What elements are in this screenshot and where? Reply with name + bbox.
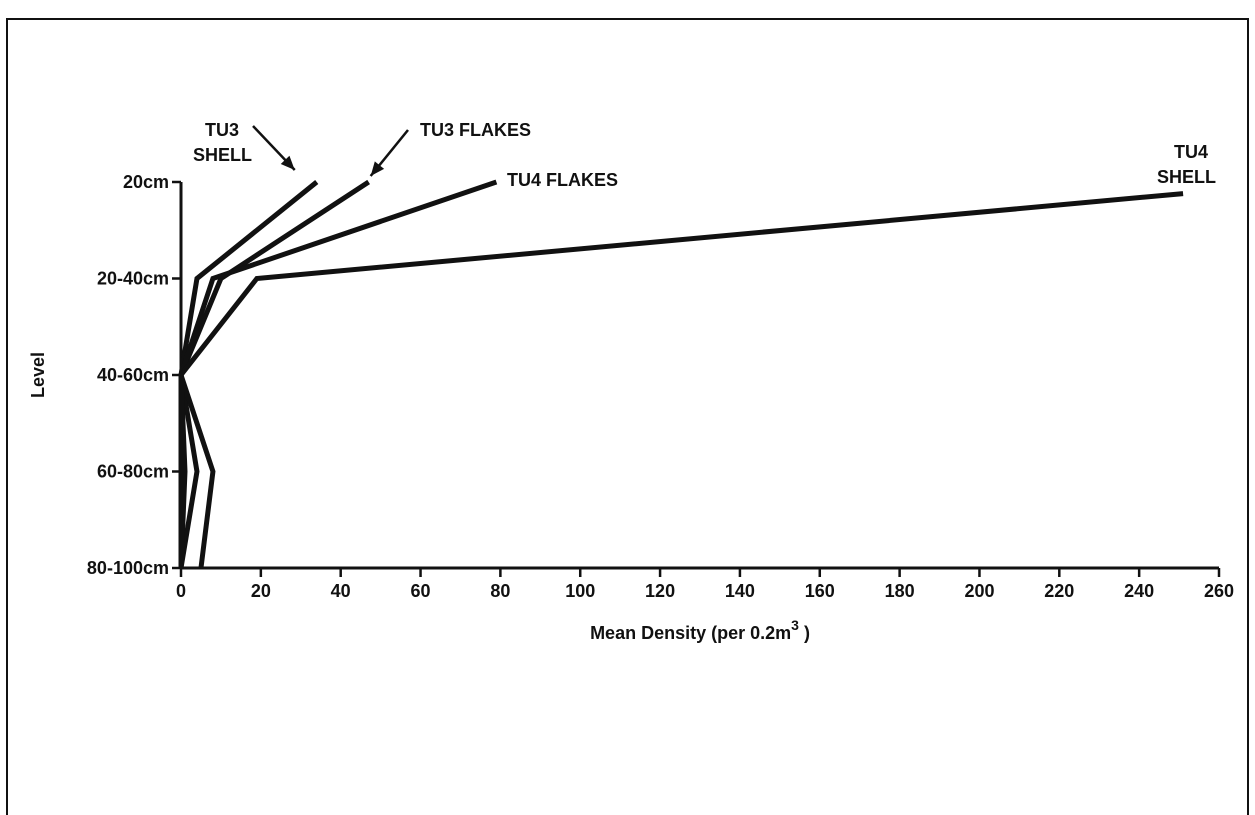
x-tick-label: 140 <box>725 581 755 601</box>
series-label: TU4 FLAKES <box>507 170 618 190</box>
y-tick-label: 60-80cm <box>97 462 169 482</box>
x-ticks: 0 20 40 60 80 100 120 140 160 180 200 220 240 260 <box>176 568 1234 601</box>
y-tick-label: 20-40cm <box>97 269 169 289</box>
x-tick-label: 160 <box>805 581 835 601</box>
series-label: SHELL <box>1157 167 1216 187</box>
x-tick-label: 180 <box>885 581 915 601</box>
x-tick-label: 200 <box>964 581 994 601</box>
series-labels: TU3 SHELL TU3 FLAKES TU4 FLAKES TU4 SHELL <box>193 120 1216 190</box>
x-tick-label: 260 <box>1204 581 1234 601</box>
x-tick-label: 120 <box>645 581 675 601</box>
x-tick-label: 40 <box>331 581 351 601</box>
x-tick-label: 80 <box>490 581 510 601</box>
y-tick-label: 80-100cm <box>87 558 169 578</box>
x-tick-label: 240 <box>1124 581 1154 601</box>
y-ticks: 20cm 20-40cm 40-60cm 60-80cm 80-100cm <box>87 172 181 578</box>
series-line <box>178 191 1184 568</box>
x-tick-label: 100 <box>565 581 595 601</box>
series-label: SHELL <box>193 145 252 165</box>
chart-frame <box>6 18 1249 815</box>
series-label: TU3 <box>205 120 239 140</box>
y-axis-title: Level <box>28 352 48 398</box>
x-tick-label: 0 <box>176 581 186 601</box>
x-tick-label: 20 <box>251 581 271 601</box>
x-axis-title: Mean Density (per 0.2m3 ) <box>590 617 810 643</box>
y-tick-label: 40-60cm <box>97 365 169 385</box>
x-tick-label: 220 <box>1044 581 1074 601</box>
series-line <box>178 180 319 569</box>
series-label: TU4 <box>1174 142 1208 162</box>
pointer-arrow-head <box>370 161 385 176</box>
x-tick-label: 60 <box>411 581 431 601</box>
y-tick-label: 20cm <box>123 172 169 192</box>
series-line <box>178 179 498 569</box>
series-lines <box>178 179 1184 569</box>
pointer-arrow-head <box>280 155 295 170</box>
series-label: TU3 FLAKES <box>420 120 531 140</box>
